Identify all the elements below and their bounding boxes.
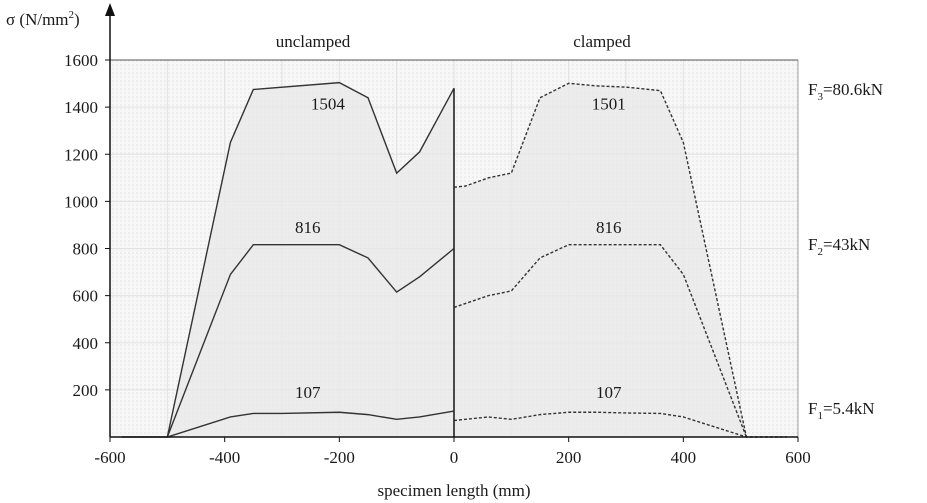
- y-axis-arrowhead: [105, 3, 115, 16]
- x-tick-label: -200: [324, 448, 355, 467]
- series-line-f1-unclamped: [121, 410, 455, 438]
- axes: [105, 3, 799, 442]
- x-tick-label: 600: [785, 448, 811, 467]
- peak-value-label: 816: [295, 218, 321, 237]
- region-label-clamped: clamped: [573, 32, 631, 51]
- peak-labels: 1504 1501 816 816 107 107: [295, 94, 626, 402]
- x-tick-label: 200: [556, 448, 582, 467]
- series-line-f2-clamped: [453, 244, 748, 438]
- series-lines: [121, 81, 787, 438]
- y-tick-label: 600: [73, 287, 99, 306]
- x-tick-label: -400: [209, 448, 240, 467]
- x-axis-title: specimen length (mm): [378, 481, 531, 500]
- y-tick-label: 1600: [64, 51, 98, 70]
- x-tick-label: 0: [450, 448, 459, 467]
- region-label-unclamped: unclamped: [276, 32, 351, 51]
- force-label-f3: F3=80.6kN: [808, 80, 883, 103]
- force-label-f1: F1=5.4kN: [808, 399, 875, 422]
- series-line-f2-unclamped: [166, 244, 455, 438]
- area-fill-clamped: [454, 83, 747, 437]
- series-line-f3-unclamped: [166, 81, 455, 438]
- x-tick-label: 400: [671, 448, 697, 467]
- series-line-f3-clamped: [453, 82, 748, 438]
- peak-value-label: 1501: [592, 94, 626, 113]
- area-fills: [167, 82, 747, 438]
- force-label-f2: F2=43kN: [808, 235, 870, 258]
- peak-value-label: 107: [295, 383, 321, 402]
- peak-value-label: 816: [596, 218, 622, 237]
- y-tick-label: 400: [73, 334, 99, 353]
- y-tick-label: 200: [73, 381, 99, 400]
- y-tick-label: 1000: [64, 192, 98, 211]
- y-tick-label: 1200: [64, 145, 98, 164]
- y-tick-label: 1400: [64, 98, 98, 117]
- x-tick-label: -600: [94, 448, 125, 467]
- y-axis-title: σ (N/mm2): [6, 9, 80, 29]
- y-tick-label: 800: [73, 240, 99, 259]
- area-fill-unclamped: [167, 82, 455, 438]
- tick-labels: -600 -400 -200 0 200 400 600 200 400 600 800 1000 12…: [64, 51, 811, 467]
- series-line-f1-clamped: [453, 411, 787, 438]
- peak-value-label: 107: [596, 383, 622, 402]
- peak-value-label: 1504: [311, 94, 346, 113]
